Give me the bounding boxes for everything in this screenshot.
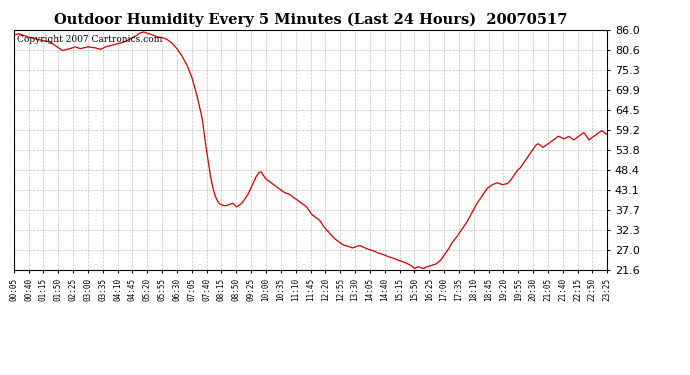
Title: Outdoor Humidity Every 5 Minutes (Last 24 Hours)  20070517: Outdoor Humidity Every 5 Minutes (Last 2… <box>54 13 567 27</box>
Text: Copyright 2007 Cartronics.com: Copyright 2007 Cartronics.com <box>17 35 162 44</box>
